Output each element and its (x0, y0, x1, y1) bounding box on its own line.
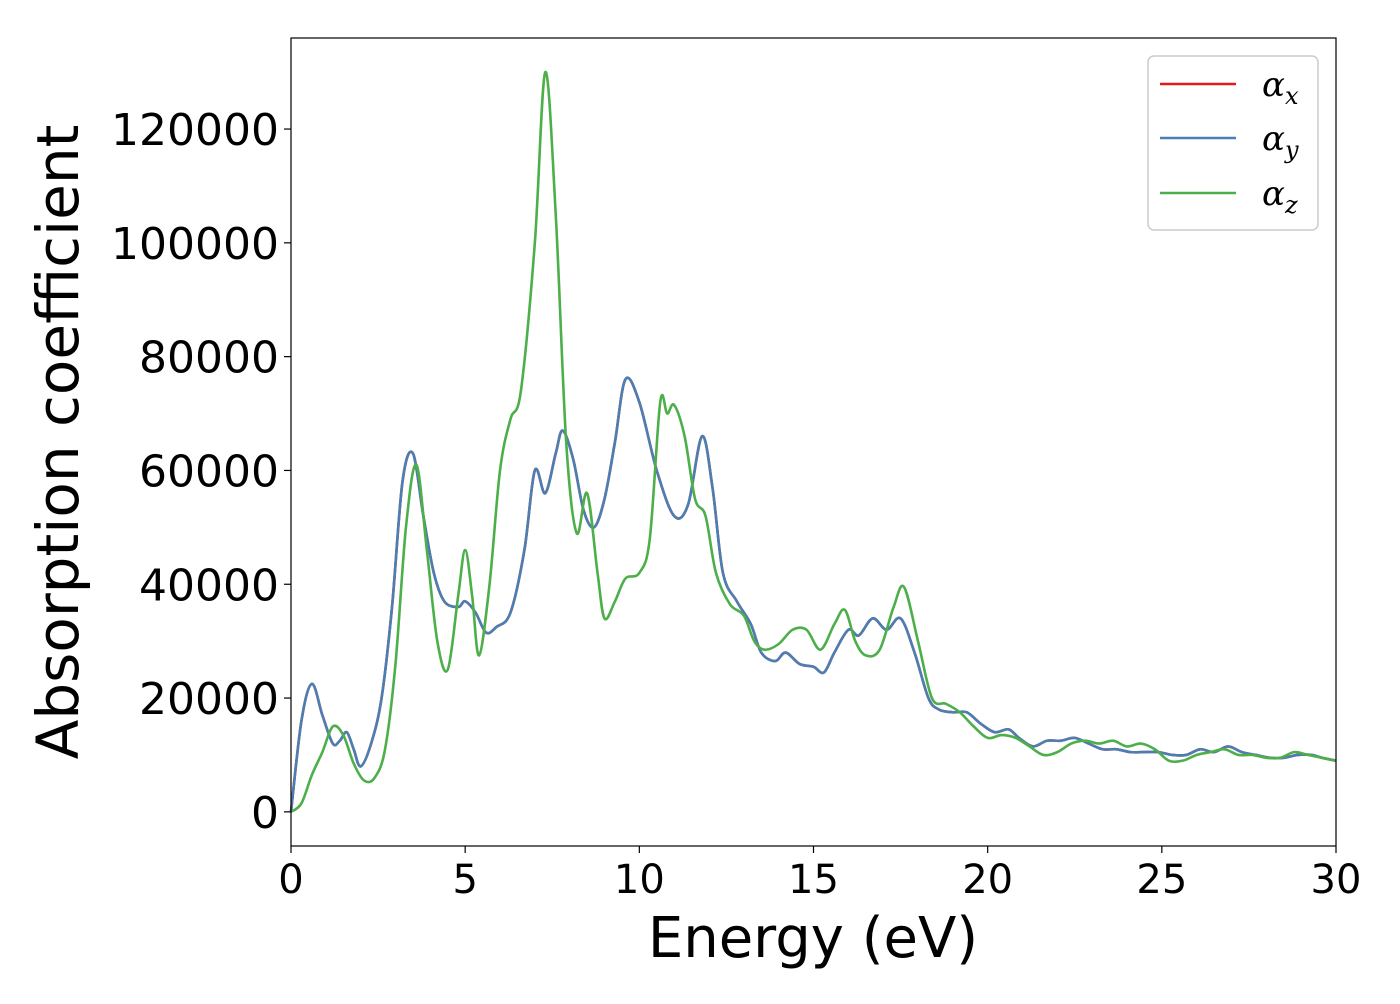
x-tick-label: 30 (1311, 857, 1362, 903)
legend-label-y: αy (1262, 119, 1299, 164)
y-tick-label: 100000 (111, 219, 279, 270)
x-tick-label: 25 (1136, 857, 1187, 903)
x-tick-label: 0 (278, 857, 303, 903)
legend-label-base: α (1262, 119, 1285, 159)
plot-lines (289, 70, 1337, 813)
legend-label-z: αz (1262, 174, 1298, 219)
y-tick-label: 40000 (139, 560, 279, 611)
y-axis-title: Absorption coefficient (24, 125, 92, 760)
x-tick-label: 20 (962, 857, 1013, 903)
legend-label-base: α (1262, 174, 1285, 214)
x-axis-ticks: 0 5 10 15 20 25 30 (278, 846, 1361, 903)
series-line-z (290, 70, 1337, 813)
legend-label-subscript: z (1284, 191, 1298, 219)
x-tick-label: 5 (452, 857, 477, 903)
legend-label-base: α (1262, 65, 1285, 105)
legend-label-subscript: y (1284, 136, 1299, 164)
y-axis-ticks: 0 20000 40000 60000 80000 100000 120000 (111, 105, 291, 839)
x-tick-label: 15 (788, 857, 839, 903)
y-tick-label: 120000 (111, 105, 279, 156)
x-axis-title: Energy (eV) (648, 906, 978, 971)
legend-box (1147, 55, 1319, 231)
y-tick-label: 80000 (139, 333, 279, 384)
legend-label-subscript: x (1285, 82, 1299, 110)
x-tick-label: 10 (614, 857, 665, 903)
y-tick-label: 0 (251, 788, 279, 839)
y-tick-label: 20000 (139, 674, 279, 725)
legend-label-x: αx (1262, 65, 1299, 110)
y-tick-label: 60000 (139, 446, 279, 497)
